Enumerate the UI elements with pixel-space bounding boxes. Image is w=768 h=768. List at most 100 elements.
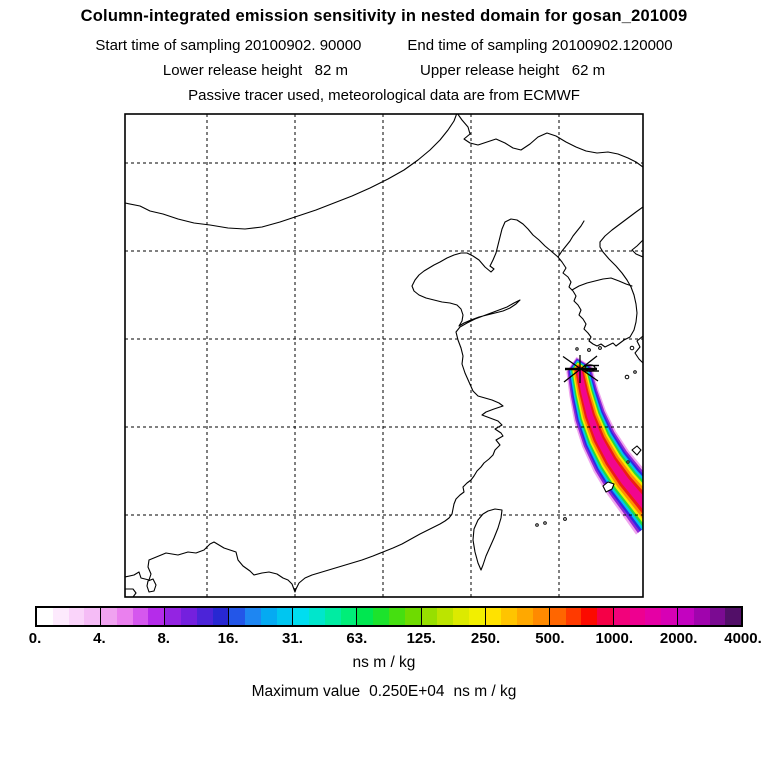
small-island (624, 374, 630, 380)
colorbar-cell (661, 608, 677, 625)
small-island (633, 370, 637, 374)
colorbar-cell (357, 608, 374, 625)
border-yalu (557, 220, 585, 258)
small-island (543, 521, 547, 525)
colorbar-cell (37, 608, 53, 625)
colorbar-segment (484, 608, 549, 625)
colorbar-cell (340, 608, 357, 625)
colorbar-tick-label: 8. (157, 630, 170, 647)
plume (566, 356, 643, 535)
maximum-value: 0.250E+04 (369, 683, 445, 700)
colorbar-cell (453, 608, 469, 625)
colorbar-cell (709, 608, 726, 625)
maximum-value-line: Maximum value 0.250E+04 ns m / kg (0, 683, 768, 701)
colorbar-tick-label: 250. (470, 630, 501, 647)
colorbar-cell (565, 608, 582, 625)
island-hook-b (631, 445, 642, 456)
sampling-end-text: End time of sampling 20100902.120000 (407, 37, 673, 54)
coastlines (125, 114, 643, 593)
colorbar-segment (100, 608, 165, 625)
colorbar-cell (68, 608, 85, 625)
colorbar-cell (309, 608, 325, 625)
colorbar-cell (212, 608, 229, 625)
small-island (598, 346, 602, 350)
colorbar-segment (292, 608, 357, 625)
colorbar-cell (645, 608, 662, 625)
sampling-times-row: Start time of sampling 20100902. 90000 E… (0, 37, 768, 54)
colorbar-segment (37, 608, 101, 625)
small-island (629, 345, 635, 351)
small-island (563, 517, 567, 521)
colorbar-cell (581, 608, 598, 625)
map-content (125, 114, 643, 597)
colorbar-cell (549, 608, 566, 625)
star-second-mark-loop (584, 364, 596, 372)
coast-japan-fragment-a (631, 239, 643, 258)
coast-japan-fragment-b (634, 335, 643, 364)
colorbar-tick-label: 1000. (595, 630, 634, 647)
colorbar-tick-label: 4000. (724, 630, 762, 647)
colorbar-cell (629, 608, 646, 625)
colorbar-cell (84, 608, 101, 625)
colorbar-cell (468, 608, 485, 625)
colorbar-cell (501, 608, 518, 625)
colorbar-cell (276, 608, 293, 625)
coast-korea-west-south (557, 256, 631, 348)
colorbar-tick-label: 125. (406, 630, 436, 647)
colorbar-cell (245, 608, 261, 625)
tracer-note: Passive tracer used, meteorological data… (188, 87, 580, 104)
sampling-start-text: Start time of sampling 20100902. 90000 (95, 37, 362, 54)
colorbar-cell (404, 608, 421, 625)
colorbar-segment (356, 608, 421, 625)
border-north-west (125, 114, 458, 230)
small-island (626, 460, 630, 464)
colorbar-tick-label: 63. (346, 630, 368, 647)
colorbar-segment (164, 608, 229, 625)
grid (125, 114, 643, 597)
coast-china-bohai (125, 218, 559, 593)
colorbar-units: ns m / kg (352, 654, 416, 671)
small-island (535, 523, 539, 527)
colorbar-tick-label: 500. (535, 630, 565, 647)
colorbar-cell (148, 608, 165, 625)
colorbar-tick-label: 4. (93, 630, 106, 647)
colorbar-cell (293, 608, 310, 625)
colorbar-cell (613, 608, 630, 625)
colorbar-cell (485, 608, 502, 625)
small-island (575, 347, 579, 351)
plume-band-magenta-core (576, 366, 643, 510)
colorbar-cell (725, 608, 742, 625)
map-frame (124, 113, 644, 598)
colorbar-cell (260, 608, 277, 625)
colorbar-cell (597, 608, 613, 625)
colorbar-tick-label: 31. (282, 630, 303, 647)
colorbar-tick-label: 2000. (659, 630, 698, 647)
colorbar-cell (229, 608, 246, 625)
upper-release-height-text: Upper release height 62 m (420, 62, 606, 79)
maximum-value-units: ns m / kg (453, 683, 517, 700)
colorbar-cell (421, 608, 438, 625)
colorbar-cell (52, 608, 69, 625)
colorbar-cell (116, 608, 133, 625)
figure-title: Column-integrated emission sensitivity i… (80, 7, 688, 25)
colorbar-cell (132, 608, 149, 625)
colorbar-tick-label: 16. (217, 630, 239, 647)
colorbar-cell (389, 608, 405, 625)
colorbar-cell (180, 608, 197, 625)
colorbar-segment (548, 608, 613, 625)
maximum-value-label: Maximum value (251, 683, 361, 700)
island-taiwan (472, 508, 503, 571)
colorbar-cell (373, 608, 390, 625)
colorbar-segment (612, 608, 677, 625)
border-korea-dmz (571, 277, 633, 291)
island-corner-sw (125, 588, 137, 597)
colorbar-cell (533, 608, 549, 625)
colorbar-ticks: 0. 4. 8. 16. 31. 63. 125. 250. 500. 1000. 2000. 400… (0, 630, 768, 648)
small-island (587, 348, 591, 352)
lower-release-height-text: Lower release height 82 m (162, 62, 348, 79)
island-hook-a (602, 481, 615, 493)
colorbar-cell (437, 608, 454, 625)
colorbar (35, 606, 743, 627)
colorbar-tick-label: 0. (28, 630, 42, 647)
